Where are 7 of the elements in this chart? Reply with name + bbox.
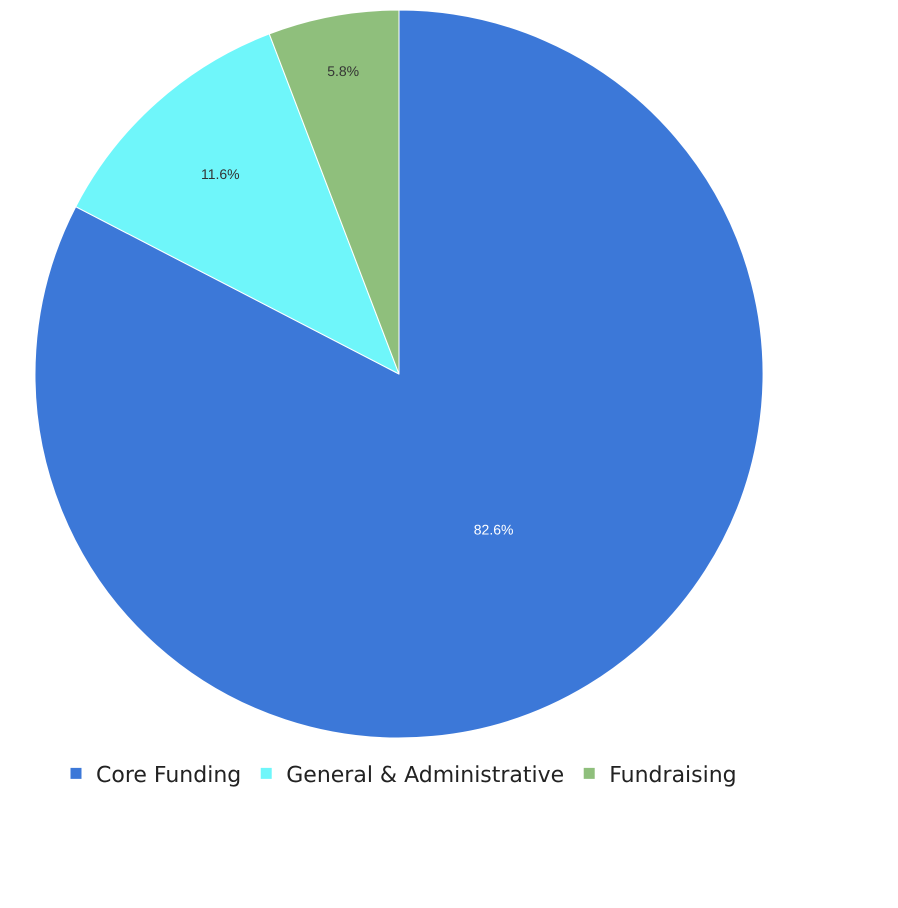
pie-slice (34, 10, 764, 738)
data-label: 5.8% (327, 62, 360, 79)
legend-label: Core Funding (96, 762, 242, 788)
data-label: 11.6% (200, 166, 240, 182)
data-label: 82.6% (474, 521, 514, 538)
legend-label: General & Administrative (286, 762, 564, 788)
legend-label: Fundraising (609, 762, 737, 788)
